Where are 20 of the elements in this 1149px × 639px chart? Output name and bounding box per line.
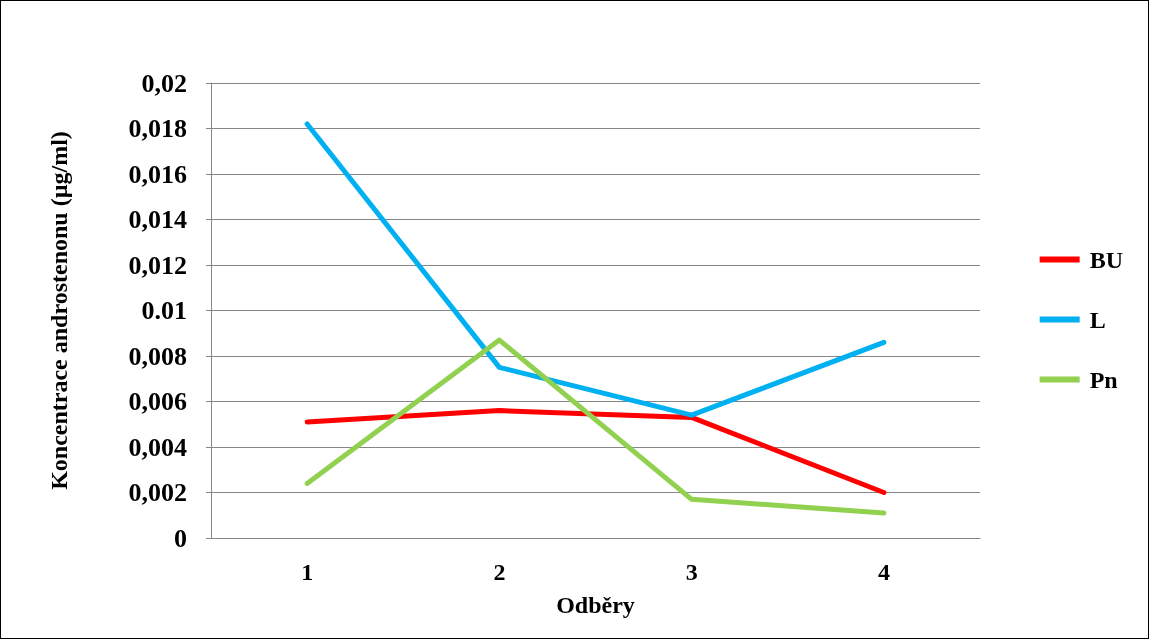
y-tick-label: 0 <box>174 523 187 553</box>
legend-label: Pn <box>1089 366 1118 393</box>
x-tick-label: 4 <box>877 559 890 585</box>
y-axis-title: Koncentrace androstenonu (µg/ml) <box>46 131 72 490</box>
x-axis-title: Odběry <box>556 592 635 618</box>
y-tick-label: 0,016 <box>128 159 187 189</box>
y-tick-label: 0,012 <box>128 250 187 280</box>
y-tick-label: 0,014 <box>128 205 187 234</box>
y-tick-label: 0,004 <box>128 432 187 462</box>
y-tick-label: 0,008 <box>128 341 187 371</box>
x-tick-label: 1 <box>301 559 314 585</box>
legend-label: L <box>1089 306 1106 333</box>
legend-label: BU <box>1089 246 1123 273</box>
y-tick-label: 0,02 <box>141 68 187 98</box>
y-tick-label: 0,006 <box>128 387 187 416</box>
y-tick-label: 0,002 <box>128 478 187 507</box>
y-tick-label: 0,018 <box>128 114 187 143</box>
x-tick-label: 3 <box>685 559 698 585</box>
x-tick-label: 2 <box>493 559 506 585</box>
y-tick-label: 0.01 <box>141 296 187 325</box>
